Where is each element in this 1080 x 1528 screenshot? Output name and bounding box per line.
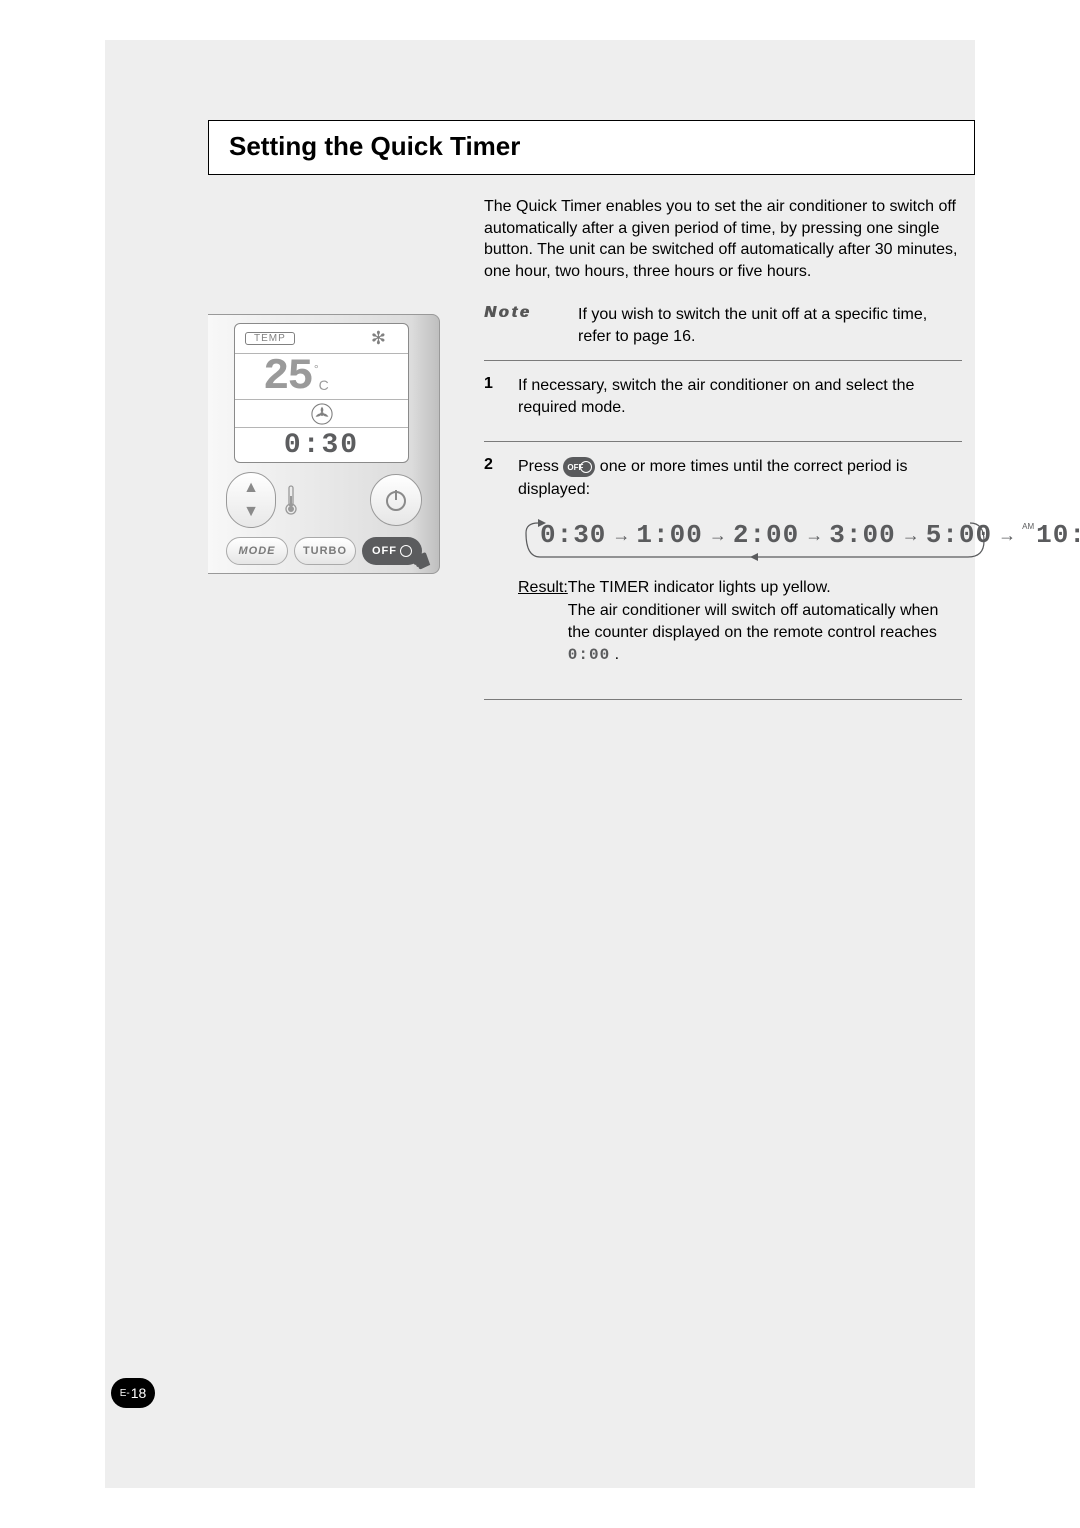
cycle-times-row: 0:30 → 1:00 → 2:00 → 3:00 → 5:00 → AM 10… <box>540 517 1080 553</box>
step-1-text: If necessary, switch the air conditioner… <box>518 375 962 420</box>
arrow-icon: → <box>902 523 920 548</box>
lcd-temperature-row: 25 ° C <box>235 354 408 400</box>
page-title: Setting the Quick Timer <box>229 131 954 162</box>
degree-symbol: ° <box>314 362 319 376</box>
result-line-2b: . <box>615 646 619 663</box>
down-arrow-icon: ▼ <box>243 503 259 521</box>
step-divider <box>484 699 962 700</box>
result-line-2a: The air conditioner will switch off auto… <box>568 602 939 641</box>
arrow-icon: → <box>612 523 630 548</box>
result-row: Result: The TIMER indicator lights up ye… <box>518 577 962 667</box>
am-label: AM <box>1022 521 1034 532</box>
step-2-body: Press OFF one or more times until the co… <box>518 456 962 666</box>
content-panel: TEMP ✻ 25 ° C <box>208 196 975 1442</box>
power-button <box>370 474 422 526</box>
step-1-number: 1 <box>484 375 518 420</box>
note-label: Note <box>484 304 578 347</box>
step-2: 2 Press OFF one or more times until the … <box>484 456 962 670</box>
mode-button: MODE <box>226 537 288 565</box>
off-button-label: OFF <box>372 545 397 557</box>
page-number-badge: E- 18 <box>111 1378 155 1408</box>
cycle-time-4: 5:00 <box>926 517 992 553</box>
fan-icon <box>311 403 333 425</box>
manual-page: Setting the Quick Timer TEMP ✻ 25 ° C <box>105 40 975 1488</box>
result-zero-value: 0:00 <box>568 646 610 664</box>
remote-button-row-1: ▲ ▼ <box>226 471 422 529</box>
off-button: OFF ☚ <box>362 537 422 565</box>
page-prefix: E- <box>120 1388 130 1399</box>
temp-unit: C <box>319 377 329 393</box>
step-1: 1 If necessary, switch the air condition… <box>484 375 962 434</box>
arrow-icon: → <box>998 523 1016 548</box>
remote-button-row-2: MODE TURBO OFF ☚ <box>226 537 422 565</box>
up-arrow-icon: ▲ <box>243 479 259 497</box>
lcd-timer-row: 0:30 <box>235 428 408 462</box>
cycle-time-5: 10:30 <box>1036 517 1080 553</box>
off-button-icon: OFF <box>563 457 595 477</box>
lcd-fan-row <box>235 400 408 428</box>
turbo-button: TURBO <box>294 537 356 565</box>
temperature-value: 25 <box>263 352 312 402</box>
lcd-top-row: TEMP ✻ <box>235 324 408 354</box>
timer-cycle-diagram: 0:30 → 1:00 → 2:00 → 3:00 → 5:00 → AM 10… <box>518 511 962 565</box>
remote-control-illustration: TEMP ✻ 25 ° C <box>208 314 440 574</box>
arrow-icon: → <box>805 523 823 548</box>
title-bar: Setting the Quick Timer <box>209 121 974 174</box>
thermometer-icon <box>282 480 300 520</box>
arrow-icon: → <box>709 523 727 548</box>
note-row: Note If you wish to switch the unit off … <box>484 304 962 360</box>
cycle-time-2: 2:00 <box>733 517 799 553</box>
step-2-text-before: Press <box>518 458 563 475</box>
temp-label-badge: TEMP <box>245 332 295 345</box>
cycle-time-3: 3:00 <box>829 517 895 553</box>
intro-paragraph: The Quick Timer enables you to set the a… <box>484 196 962 282</box>
up-down-button: ▲ ▼ <box>226 472 276 528</box>
note-text: If you wish to switch the unit off at a … <box>578 304 962 347</box>
title-box: Setting the Quick Timer <box>208 120 975 175</box>
step-2-number: 2 <box>484 456 518 666</box>
timer-value: 0:30 <box>284 430 359 461</box>
cycle-time-1: 1:00 <box>636 517 702 553</box>
instruction-text-column: The Quick Timer enables you to set the a… <box>484 196 962 700</box>
cycle-time-0: 0:30 <box>540 517 606 553</box>
remote-lcd: TEMP ✻ 25 ° C <box>234 323 409 463</box>
result-label: Result: <box>518 577 568 667</box>
result-line-1: The TIMER indicator lights up yellow. <box>568 579 831 596</box>
off-icon-label: OFF <box>567 462 583 473</box>
result-text: The TIMER indicator lights up yellow. Th… <box>568 577 962 667</box>
snowflake-icon: ✻ <box>371 328 386 349</box>
page-number: 18 <box>131 1385 147 1401</box>
step-divider <box>484 441 962 442</box>
